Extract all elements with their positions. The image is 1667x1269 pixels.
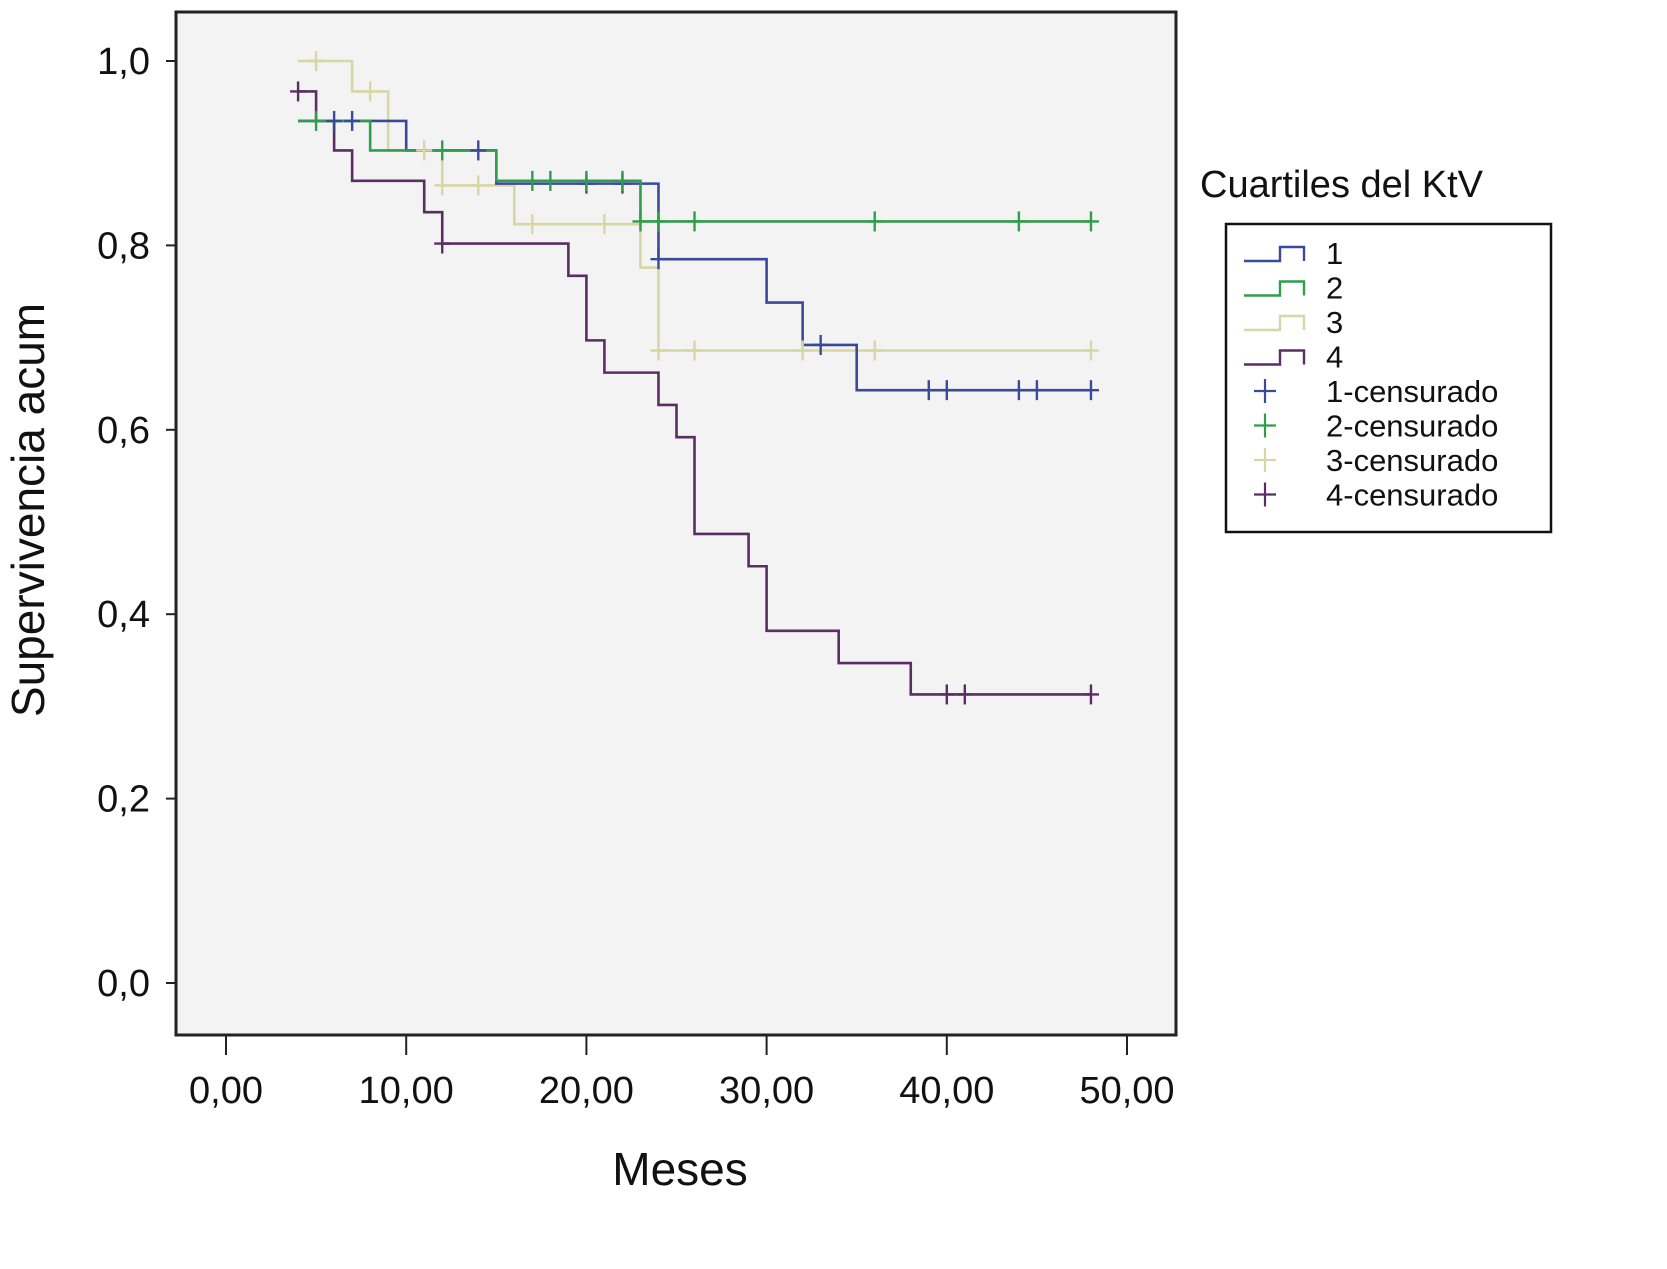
legend-label: 2-censurado	[1326, 409, 1498, 444]
censor-mark-1	[938, 380, 955, 401]
y-tick-label: 1,0	[97, 41, 150, 83]
legend: 12341-censurado2-censurado3-censurado4-c…	[1224, 222, 1553, 534]
censor-mark-1	[920, 380, 937, 401]
censor-mark-3	[308, 51, 325, 71]
censor-mark-3	[596, 214, 613, 235]
censor-mark-3	[650, 340, 667, 361]
censor-mark-1	[1028, 380, 1045, 401]
legend-item: 1-censurado	[1254, 374, 1498, 409]
x-tick-label: 20,00	[539, 1070, 634, 1112]
legend-title: Cuartiles del KtV	[1200, 164, 1484, 206]
censor-mark-3	[434, 175, 451, 196]
censor-mark-2	[614, 170, 631, 191]
censor-mark-1	[470, 140, 487, 161]
censor-marks	[290, 51, 1099, 705]
censor-mark-4	[938, 684, 955, 705]
x-axis: 0,00 10,00 20,00 30,00 40,00 50,00	[189, 1035, 1175, 1112]
legend-label: 1-censurado	[1326, 374, 1498, 409]
x-axis-title: Meses	[612, 1143, 747, 1195]
censor-mark-1	[1082, 380, 1099, 401]
x-tick-label: 30,00	[719, 1070, 814, 1112]
censor-mark-3	[686, 340, 703, 361]
y-tick-label: 0,2	[97, 779, 150, 821]
y-tick-label: 0,8	[97, 225, 150, 267]
censor-mark-4	[290, 81, 307, 102]
y-axis-title: Supervivencia acum	[2, 303, 54, 717]
censor-mark-3	[794, 340, 811, 361]
legend-label: 4	[1326, 340, 1343, 375]
legend-label: 1	[1326, 236, 1343, 271]
censor-mark-1	[1010, 380, 1027, 401]
x-tick-label: 10,00	[359, 1070, 454, 1112]
censor-mark-3	[416, 140, 433, 161]
legend-step-icon	[1244, 349, 1306, 366]
x-tick-label: 50,00	[1079, 1070, 1174, 1112]
censor-mark-4	[956, 684, 973, 705]
censor-mark-3	[362, 81, 379, 102]
censor-mark-2	[542, 170, 559, 191]
legend-item: 4	[1244, 340, 1343, 375]
censor-mark-3	[470, 175, 487, 196]
y-axis: 0,0 0,2 0,4 0,6 0,8 1,0	[97, 41, 176, 1005]
censor-mark-2	[1010, 211, 1027, 232]
censor-mark-2	[434, 140, 451, 161]
legend-item: 3	[1244, 305, 1343, 340]
censor-mark-1	[650, 249, 667, 270]
x-tick-label: 40,00	[899, 1070, 994, 1112]
censor-mark-2	[1082, 211, 1099, 232]
censor-mark-1	[326, 110, 343, 131]
censor-mark-2	[632, 211, 649, 232]
legend-item: 2	[1244, 271, 1343, 306]
survival-curve-4	[298, 90, 1091, 696]
y-tick-label: 0,6	[97, 410, 150, 452]
censor-mark-2	[866, 211, 883, 232]
censor-mark-2	[686, 211, 703, 232]
y-tick-label: 0,4	[97, 594, 150, 636]
censor-mark-2	[578, 170, 595, 191]
censor-mark-1	[812, 334, 829, 355]
y-tick-label: 0,0	[97, 963, 150, 1005]
legend-step-icon	[1244, 314, 1306, 332]
censor-mark-2	[524, 170, 541, 191]
legend-label: 2	[1326, 271, 1343, 306]
legend-label: 3-censurado	[1326, 443, 1498, 478]
censor-mark-2	[650, 211, 667, 232]
legend-step-icon	[1244, 245, 1306, 263]
plot-area	[174, 10, 1178, 1037]
legend-label: 4-censurado	[1326, 478, 1498, 513]
censor-mark-3	[866, 340, 883, 361]
legend-item: 3-censurado	[1254, 443, 1498, 478]
censor-mark-2	[308, 110, 325, 131]
legend-item: 2-censurado	[1254, 409, 1498, 444]
censor-mark-4	[434, 233, 451, 254]
x-tick-label: 0,00	[189, 1070, 263, 1112]
censor-mark-4	[1082, 684, 1099, 705]
censor-mark-1	[344, 110, 361, 131]
legend-label: 3	[1326, 305, 1343, 340]
censor-mark-3	[1082, 340, 1099, 361]
legend-step-icon	[1244, 280, 1306, 297]
censor-mark-3	[524, 214, 541, 235]
legend-item: 4-censurado	[1254, 478, 1498, 513]
legend-box	[1224, 222, 1553, 534]
legend-item: 1	[1244, 236, 1343, 271]
